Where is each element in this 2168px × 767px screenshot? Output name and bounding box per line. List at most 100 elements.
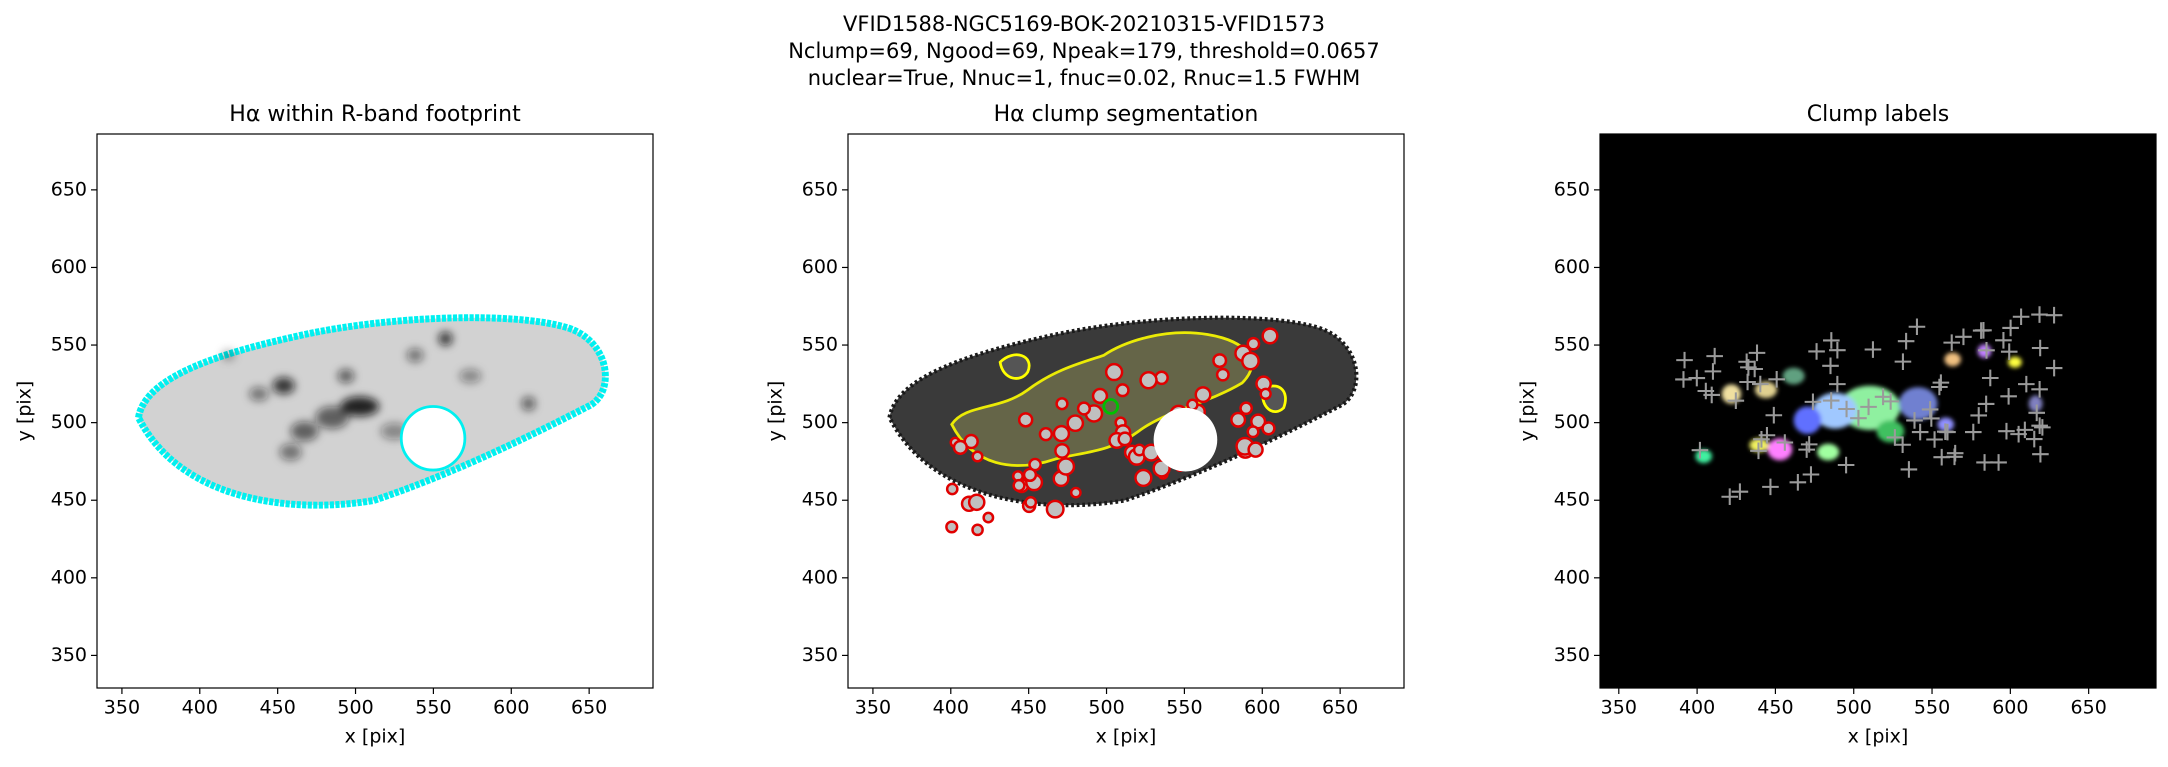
peak-cross [1822, 392, 1840, 409]
peak-cross [1829, 341, 1846, 359]
peak-cross [1837, 456, 1855, 474]
peak-cross [1970, 407, 1988, 424]
axes-title: Hα clump segmentation [994, 102, 1259, 127]
clump-marker [1241, 351, 1260, 371]
peak-cross [1921, 401, 1939, 418]
x-tick-label: 500 [337, 697, 373, 719]
peak-cross [1808, 343, 1825, 360]
clump-marker [945, 482, 959, 496]
peak-cross [1931, 378, 1948, 396]
clump-marker [1246, 425, 1260, 439]
clump-marker [1056, 457, 1076, 476]
y-tick-label: 650 [51, 178, 87, 200]
peak-cross [1704, 363, 1722, 380]
x-tick-label: 400 [933, 697, 969, 719]
y-tick-label: 650 [802, 178, 838, 200]
peak-cross [1976, 454, 1993, 471]
y-tick-label: 550 [1554, 334, 1590, 356]
peak-cross [1943, 334, 1961, 351]
y-tick-label: 350 [1554, 644, 1590, 666]
x-tick-label: 650 [2071, 697, 2107, 719]
peak-cross [2028, 404, 2046, 422]
peak-cross [2034, 419, 2051, 436]
y-tick-label: 650 [1554, 178, 1590, 200]
clump-marker [967, 493, 986, 512]
clump-marker [1261, 421, 1276, 436]
clump-marker [945, 520, 959, 534]
clump-marker [1247, 441, 1264, 458]
peak-cross [1758, 426, 1776, 444]
peak-cross [1894, 436, 1911, 454]
peak-cross [1727, 392, 1745, 409]
y-tick-label: 350 [802, 644, 838, 666]
x-tick-label: 450 [1757, 697, 1793, 719]
peak-cross [1762, 478, 1779, 496]
clump-marker [1117, 431, 1133, 447]
peak-cross [1998, 422, 2015, 440]
peak-cross [1798, 441, 1815, 458]
peak-cross [1946, 448, 1963, 466]
axes-title: Clump labels [1807, 102, 1949, 127]
peak-cross [2000, 387, 2017, 405]
y-tick-label: 600 [1554, 256, 1590, 278]
peak-cross [1838, 400, 1855, 418]
peak-cross [2000, 343, 2018, 360]
clump-marker [952, 439, 969, 456]
peak-cross [1804, 393, 1822, 411]
clump-marker [982, 511, 995, 524]
y-axis-label: y [pix] [1517, 381, 1539, 442]
y-tick-label: 450 [51, 489, 87, 511]
clump-marker [1212, 353, 1228, 369]
peak-cross [1874, 388, 1892, 406]
y-tick-label: 500 [802, 411, 838, 433]
peak-cross [1675, 371, 1692, 388]
clump-marker [1104, 362, 1124, 382]
peak-cross [1768, 371, 1785, 388]
y-axis-label: y [pix] [14, 381, 36, 442]
clump-marker [1069, 486, 1082, 499]
clump-marker [1259, 387, 1272, 401]
peak-cross [1688, 369, 1706, 387]
y-tick-label: 550 [51, 334, 87, 356]
x-tick-label: 500 [1088, 697, 1124, 719]
image-halpha [134, 314, 609, 509]
y-tick-label: 500 [1554, 411, 1590, 433]
x-tick-label: 600 [1992, 697, 2028, 719]
x-tick-label: 550 [415, 697, 451, 719]
peak-cross [1750, 442, 1767, 460]
peak-cross [1829, 375, 1846, 393]
clump-marker [1055, 397, 1069, 411]
peak-cross [1789, 473, 1807, 491]
y-tick-label: 350 [51, 644, 87, 666]
clump-marker [1052, 424, 1071, 443]
peak-cross [2032, 445, 2049, 463]
peak-cross [1975, 321, 1992, 339]
x-tick-label: 600 [493, 697, 529, 719]
clump-marker [1045, 499, 1065, 519]
peak-cross [2031, 417, 2048, 434]
y-axis-label: y [pix] [765, 381, 787, 442]
peak-cross [1706, 347, 1723, 365]
peak-cross [1748, 344, 1766, 362]
x-tick-label: 600 [1244, 697, 1280, 719]
clump-marker [1038, 427, 1054, 442]
clump-marker [1134, 468, 1153, 488]
clump-marker [1215, 367, 1230, 382]
peak-cross [1936, 423, 1954, 440]
peak-cross [2031, 339, 2049, 357]
peak-cross [1752, 375, 1769, 393]
peak-cross [2045, 359, 2063, 377]
peak-cross [1721, 488, 1739, 506]
x-tick-label: 500 [1836, 697, 1872, 719]
figure-title: nuclear=True, Nnuc=1, fnuc=0.02, Rnuc=1.… [808, 66, 1361, 90]
peak-cross [1691, 441, 1709, 459]
peak-cross [1897, 332, 1915, 350]
x-axis-label: x [pix] [1096, 726, 1157, 748]
peak-cross [1765, 406, 1783, 424]
peak-cross [1740, 359, 1757, 376]
peak-cross [1955, 328, 1972, 346]
peak-cross [1860, 398, 1877, 416]
peak-cross [2002, 319, 2019, 337]
clump-marker [1261, 327, 1279, 345]
clump-marker [1054, 442, 1071, 459]
